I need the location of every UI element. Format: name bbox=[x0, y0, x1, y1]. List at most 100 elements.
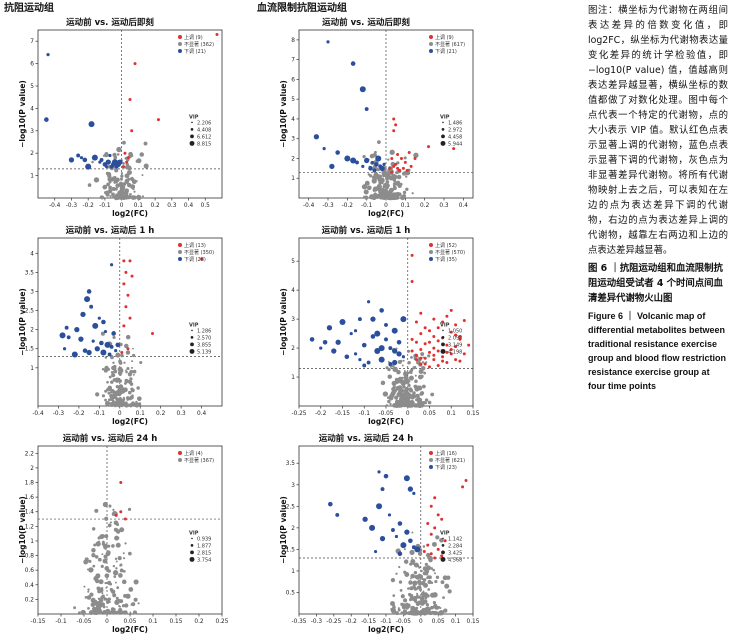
up-point bbox=[128, 97, 132, 101]
ns-point bbox=[392, 182, 395, 185]
ns-point bbox=[387, 374, 393, 379]
down-point bbox=[376, 503, 383, 510]
ns-point bbox=[388, 189, 393, 194]
up-point bbox=[423, 342, 427, 346]
ns-point bbox=[405, 403, 409, 406]
x-tick-label: 0 bbox=[118, 411, 122, 417]
ns-point bbox=[112, 508, 115, 512]
ns-point bbox=[104, 516, 109, 521]
ns-point bbox=[102, 501, 108, 508]
up-point bbox=[432, 334, 436, 338]
ns-point bbox=[125, 350, 131, 355]
ns-point bbox=[406, 349, 411, 353]
ns-point bbox=[100, 611, 103, 614]
legend-entry: 上调 (4) bbox=[184, 450, 203, 457]
ns-point bbox=[433, 610, 438, 616]
ns-point bbox=[447, 589, 452, 594]
up-point bbox=[462, 319, 466, 323]
down-point bbox=[361, 342, 367, 348]
y-tick-label: 2 bbox=[291, 156, 295, 162]
ns-point bbox=[376, 174, 381, 178]
ns-point bbox=[132, 610, 138, 615]
y-tick-label: 3 bbox=[291, 317, 295, 323]
x-axis-label: log2(FC) bbox=[112, 417, 148, 426]
y-tick-label: 2.2 bbox=[25, 451, 35, 457]
ns-point bbox=[108, 504, 112, 508]
ns-point bbox=[107, 391, 111, 395]
ns-point bbox=[413, 570, 418, 575]
ns-point bbox=[384, 394, 387, 397]
up-point bbox=[458, 334, 462, 338]
y-axis-label: −log10(P value) bbox=[279, 80, 288, 148]
down-point bbox=[322, 339, 328, 345]
x-tick-label: -0.4 bbox=[32, 411, 44, 417]
ns-point bbox=[424, 562, 428, 566]
ns-point bbox=[132, 347, 134, 350]
ns-point bbox=[432, 568, 436, 572]
ns-point bbox=[139, 152, 144, 157]
legend-swatch bbox=[429, 451, 433, 455]
x-tick-label: -0.2 bbox=[346, 619, 358, 625]
ns-point bbox=[422, 545, 426, 548]
y-tick-label: 1.5 bbox=[286, 547, 296, 553]
up-point bbox=[414, 358, 418, 362]
ns-point bbox=[400, 594, 405, 599]
ns-point bbox=[120, 353, 124, 358]
ns-point bbox=[404, 572, 410, 577]
ns-point bbox=[118, 384, 124, 390]
up-point bbox=[441, 355, 445, 359]
ns-point bbox=[77, 611, 81, 614]
down-point bbox=[370, 334, 376, 339]
ns-point bbox=[420, 391, 425, 396]
up-point bbox=[445, 343, 449, 347]
ns-point bbox=[424, 596, 428, 600]
ns-point bbox=[422, 401, 426, 405]
up-point bbox=[419, 362, 423, 366]
ns-point bbox=[428, 607, 431, 610]
ns-point bbox=[84, 596, 88, 599]
ns-point bbox=[129, 611, 132, 614]
ns-point bbox=[410, 368, 414, 372]
down-point bbox=[100, 349, 107, 356]
ns-point bbox=[117, 366, 123, 372]
ns-point bbox=[430, 581, 434, 584]
ns-point bbox=[87, 606, 90, 610]
up-point bbox=[392, 164, 396, 168]
ns-point bbox=[92, 610, 96, 615]
ns-point bbox=[98, 579, 104, 585]
down-point bbox=[391, 327, 398, 334]
ns-point bbox=[127, 507, 132, 511]
ns-point bbox=[398, 565, 401, 569]
down-point bbox=[110, 263, 114, 267]
y-tick-label: 2.5 bbox=[286, 504, 296, 510]
ns-point bbox=[426, 606, 429, 609]
ns-point bbox=[115, 529, 121, 534]
ns-point bbox=[424, 398, 429, 402]
y-tick-label: 1.6 bbox=[25, 495, 35, 501]
ns-point bbox=[73, 606, 76, 610]
up-point bbox=[122, 259, 126, 263]
ns-point bbox=[444, 583, 450, 589]
down-point bbox=[91, 154, 98, 161]
ns-point bbox=[99, 195, 104, 200]
up-point bbox=[390, 156, 394, 160]
volcano-panel-5: 运动前 vs. 运动后 24 h -0.15 -0.1 -0.05 0 0.05 0.1 0.… bbox=[18, 433, 229, 634]
x-tick-label: -0.2 bbox=[73, 411, 85, 417]
down-point bbox=[377, 470, 381, 474]
legend-entry: 上调 (13) bbox=[184, 242, 206, 249]
vip-size-swatch bbox=[189, 140, 195, 146]
ns-point bbox=[394, 194, 398, 198]
ns-point bbox=[111, 610, 116, 615]
ns-point bbox=[104, 566, 110, 571]
ns-point bbox=[103, 559, 107, 563]
down-point bbox=[109, 344, 114, 349]
ns-point bbox=[124, 379, 127, 382]
legend-entry: 上调 (9) bbox=[435, 34, 454, 41]
up-point bbox=[449, 348, 453, 352]
ns-point bbox=[119, 605, 122, 608]
down-point bbox=[407, 486, 414, 492]
y-tick-label: 1 bbox=[30, 539, 34, 545]
ns-point bbox=[90, 602, 96, 608]
up-point bbox=[410, 337, 414, 341]
